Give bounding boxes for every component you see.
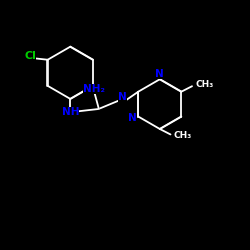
Text: N: N	[156, 69, 164, 79]
Text: CH₃: CH₃	[174, 132, 192, 140]
Text: N: N	[128, 113, 137, 123]
Text: NH: NH	[62, 107, 79, 117]
Text: N: N	[118, 92, 127, 102]
Text: CH₃: CH₃	[195, 80, 213, 89]
Text: NH₂: NH₂	[83, 84, 105, 94]
Text: Cl: Cl	[24, 51, 36, 61]
